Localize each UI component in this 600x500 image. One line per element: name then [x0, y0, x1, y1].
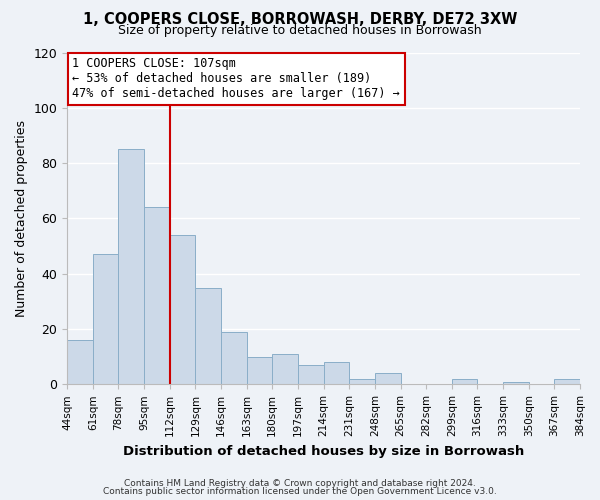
Bar	[554, 379, 580, 384]
Bar	[196, 288, 221, 384]
Bar	[144, 208, 170, 384]
Text: Contains HM Land Registry data © Crown copyright and database right 2024.: Contains HM Land Registry data © Crown c…	[124, 478, 476, 488]
Y-axis label: Number of detached properties: Number of detached properties	[15, 120, 28, 317]
Text: Size of property relative to detached houses in Borrowash: Size of property relative to detached ho…	[118, 24, 482, 37]
Bar	[118, 150, 144, 384]
Text: 1, COOPERS CLOSE, BORROWASH, DERBY, DE72 3XW: 1, COOPERS CLOSE, BORROWASH, DERBY, DE72…	[83, 12, 517, 28]
Bar	[67, 340, 93, 384]
Bar	[323, 362, 349, 384]
Bar	[375, 374, 401, 384]
Bar	[452, 379, 478, 384]
Bar	[170, 235, 196, 384]
Text: 1 COOPERS CLOSE: 107sqm
← 53% of detached houses are smaller (189)
47% of semi-d: 1 COOPERS CLOSE: 107sqm ← 53% of detache…	[72, 58, 400, 100]
Bar	[272, 354, 298, 384]
Bar	[247, 356, 272, 384]
Bar	[349, 379, 375, 384]
Bar	[221, 332, 247, 384]
X-axis label: Distribution of detached houses by size in Borrowash: Distribution of detached houses by size …	[123, 444, 524, 458]
Text: Contains public sector information licensed under the Open Government Licence v3: Contains public sector information licen…	[103, 487, 497, 496]
Bar	[93, 254, 118, 384]
Bar	[503, 382, 529, 384]
Bar	[298, 365, 323, 384]
